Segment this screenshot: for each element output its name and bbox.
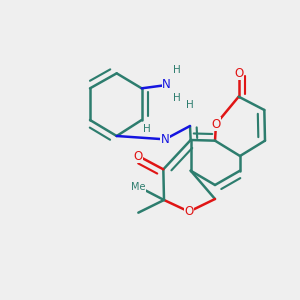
Text: O: O (212, 118, 220, 130)
Text: N: N (162, 79, 171, 92)
Text: N: N (160, 133, 169, 146)
Text: H: H (173, 65, 181, 75)
Text: H: H (186, 100, 194, 110)
Text: H: H (173, 93, 181, 103)
Text: O: O (134, 149, 143, 163)
Text: H: H (143, 124, 151, 134)
Text: O: O (234, 67, 243, 80)
Text: Me: Me (131, 182, 146, 192)
Text: O: O (184, 205, 194, 218)
